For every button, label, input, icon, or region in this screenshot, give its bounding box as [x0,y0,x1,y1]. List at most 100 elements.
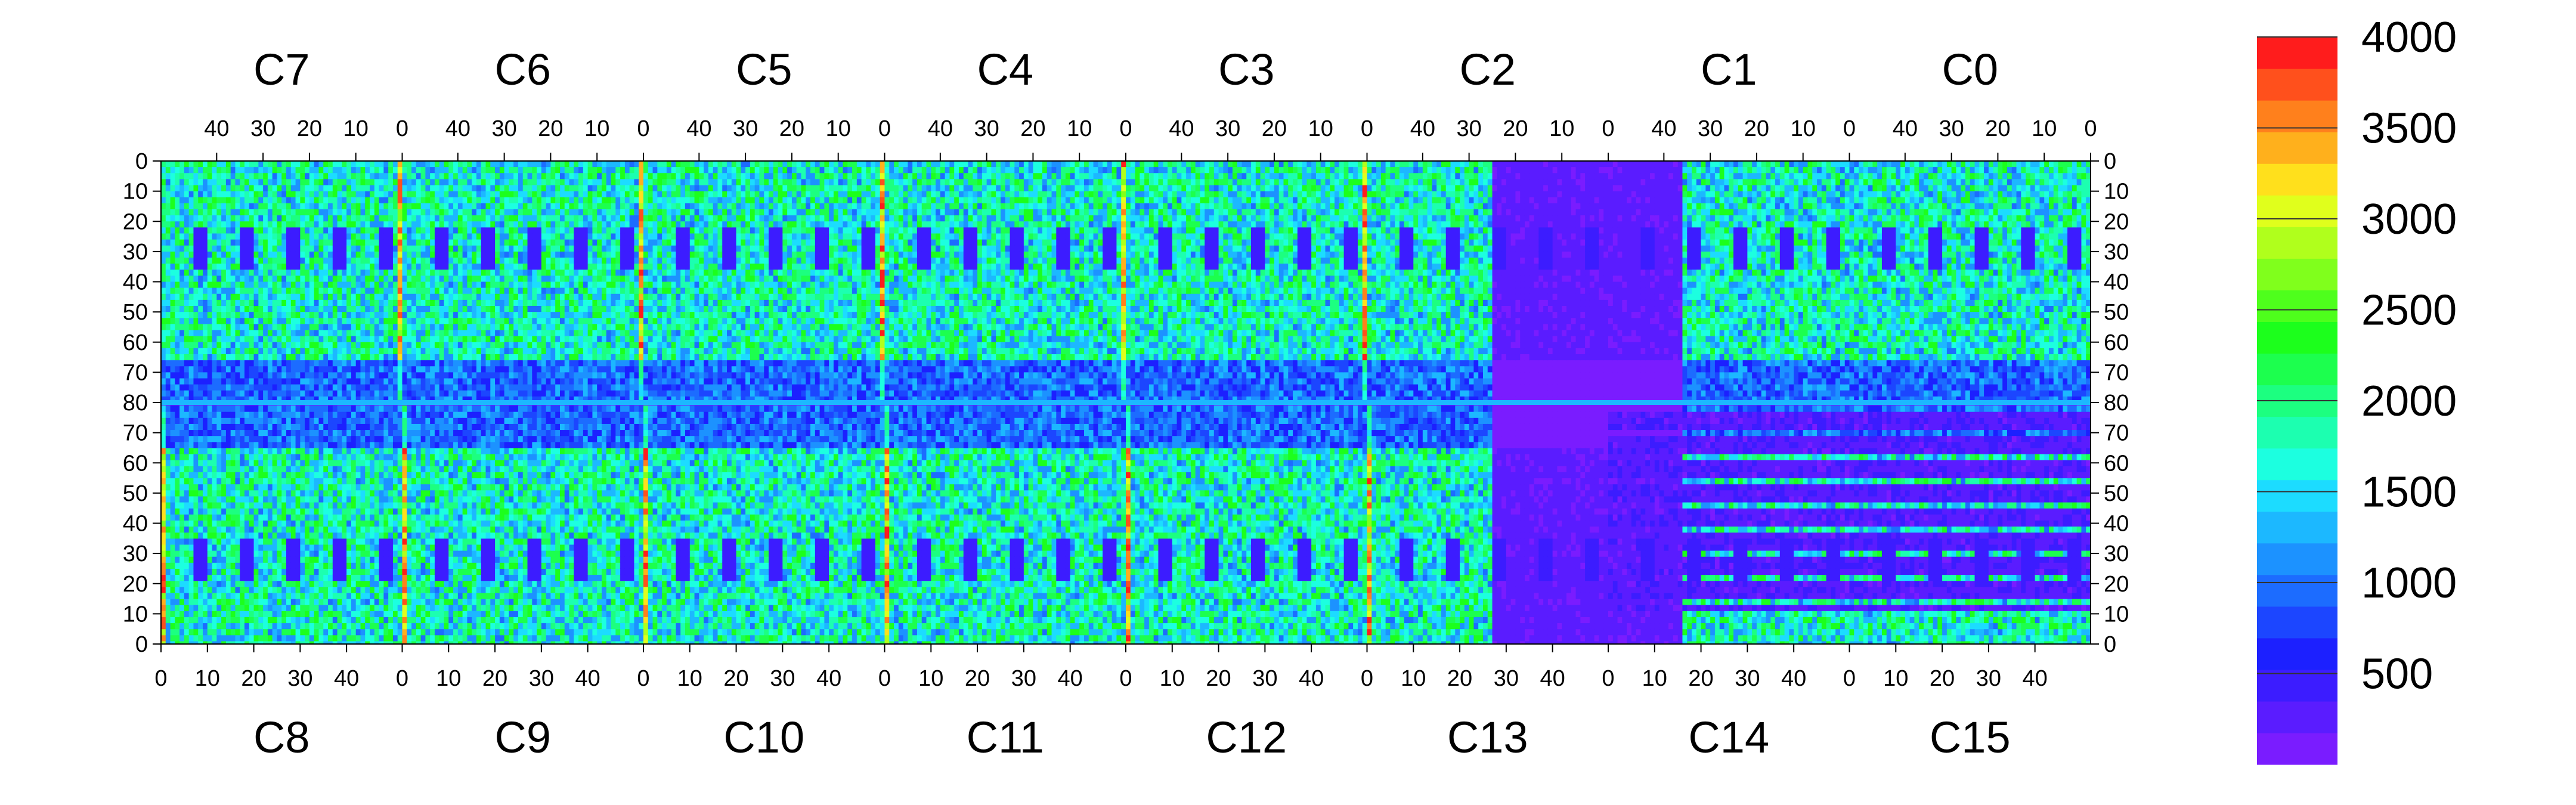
heatmap-cell [291,234,296,240]
heatmap-cell [254,258,259,264]
heatmap-cell [249,599,254,605]
heatmap-cell [356,246,361,252]
heatmap-cell [411,593,416,599]
heatmap-cell [216,581,221,587]
heatmap-cell [328,527,333,533]
heatmap-cell [305,454,309,460]
heatmap-cell [300,472,305,478]
heatmap-cell [203,611,208,617]
heatmap-cell [356,282,361,289]
heatmap-cell [323,179,328,185]
heatmap-cell [258,330,263,337]
heatmap-cell [342,502,346,509]
right-axis-tick-label: 40 [2104,270,2129,295]
heatmap-cell [338,312,342,318]
heatmap-cell [421,520,426,527]
heatmap-cell [314,191,319,198]
heatmap-cell [268,520,273,527]
heatmap-cell [291,496,296,503]
bottom-axis-tick-label: 20 [1688,666,1713,691]
heatmap-cell [249,562,254,569]
heatmap-cell [273,252,277,258]
heatmap-cell [179,379,184,385]
heatmap-cell [244,502,249,509]
heatmap-cell [231,306,236,312]
heatmap-cell [189,342,194,349]
heatmap-cell [208,209,212,216]
heatmap-cell [263,354,268,361]
heatmap-cell [263,391,268,397]
heatmap-cell [407,234,411,240]
heatmap-cell [370,246,374,252]
bottom-axis-tick-label: 0 [396,666,408,691]
heatmap-cell [346,472,351,478]
heatmap-cell [370,436,374,442]
heatmap-cell [388,532,393,539]
heatmap-cell [249,258,254,264]
heatmap-cell [240,538,244,545]
heatmap-cell [398,514,402,521]
bottom-axis-tick-label: 0 [1602,666,1614,691]
heatmap-cell [166,520,171,527]
heatmap-cell [240,568,244,575]
heatmap-cell [226,593,231,599]
heatmap-cell [351,611,356,617]
heatmap-cell [235,581,240,587]
heatmap-cell [370,294,374,301]
heatmap-cell [379,336,384,343]
heatmap-cell [402,484,407,491]
heatmap-cell [300,466,305,472]
heatmap-cell [300,502,305,509]
heatmap-cell [338,342,342,349]
heatmap-cell [286,240,291,246]
heatmap-cell [281,330,286,337]
heatmap-cell [296,209,301,216]
heatmap-cell [240,605,244,611]
heatmap-cell [365,360,370,367]
heatmap-cell [175,264,179,270]
bottom-axis-tick-label: 20 [1447,666,1472,691]
heatmap-cell [314,252,319,258]
heatmap-cell [258,417,263,424]
heatmap-cell [203,405,208,412]
heatmap-cell [383,593,388,599]
heatmap-cell [383,575,388,581]
heatmap-cell [411,379,416,385]
heatmap-cell [291,324,296,330]
heatmap-cell [300,372,305,379]
heatmap-cell [184,454,189,460]
heatmap-cell [212,161,217,168]
heatmap-cell [208,385,212,391]
heatmap-cell [323,550,328,557]
heatmap-cell [263,258,268,264]
heatmap-cell [351,599,356,605]
heatmap-cell [273,502,277,509]
heatmap-cell [175,330,179,337]
top-axis-tick-label: 30 [733,116,758,141]
heatmap-cell [365,366,370,373]
heatmap-cell [323,617,328,623]
heatmap-cell [416,490,421,497]
heatmap-cell [273,330,277,337]
heatmap-cell [235,514,240,521]
heatmap-cell [161,466,166,472]
heatmap-cell [249,366,254,373]
heatmap-cell [208,544,212,551]
heatmap-cell [281,611,286,617]
heatmap-cell [244,264,249,270]
heatmap-cell [379,227,384,234]
heatmap-cell [291,282,296,289]
heatmap-cell [356,270,361,276]
heatmap-cell [333,234,338,240]
heatmap-cell [323,215,328,222]
heatmap-cell [263,275,268,282]
heatmap-cell [249,348,254,355]
heatmap-cell [374,330,379,337]
heatmap-cell [277,417,281,424]
heatmap-cell [416,423,421,430]
top-axis-tick-label: 10 [2032,116,2057,141]
right-axis-tick-label: 50 [2104,300,2129,325]
heatmap-cell [273,490,277,497]
heatmap-cell [388,556,393,563]
heatmap-cell [212,411,217,418]
